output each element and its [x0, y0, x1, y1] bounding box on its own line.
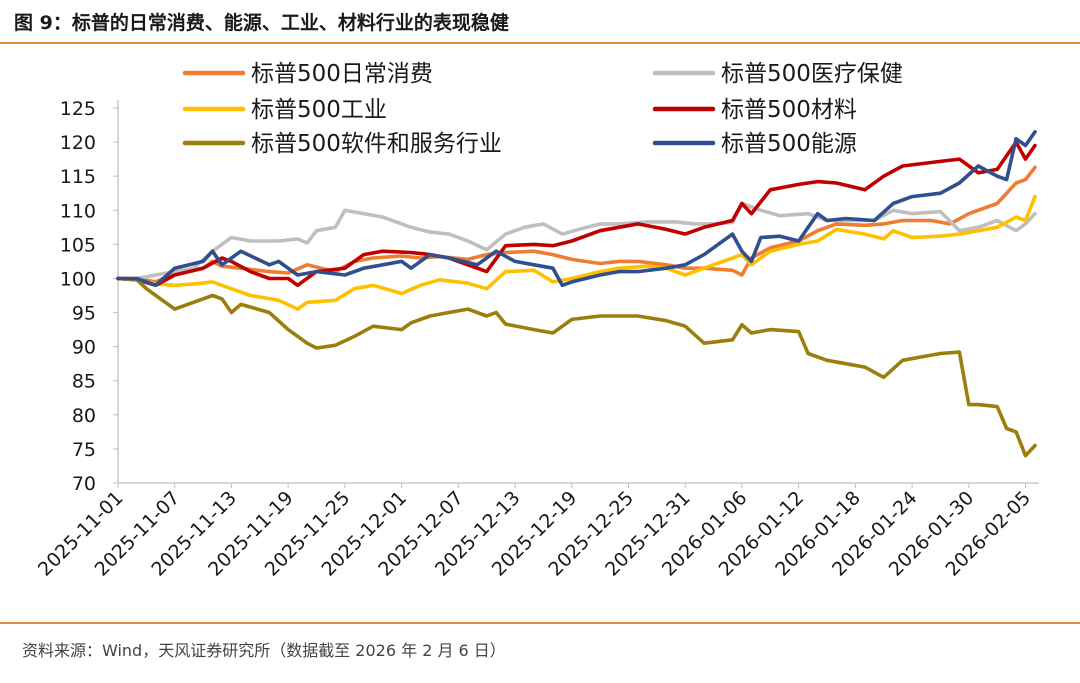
y-tick-label: 105: [60, 234, 96, 256]
y-tick-label: 125: [60, 98, 96, 120]
series-line: [116, 194, 1037, 311]
legend-label: 标普500软件和服务行业: [251, 131, 502, 157]
legend-label: 标普500日常消费: [251, 61, 433, 87]
series-line: [116, 130, 1037, 288]
y-tick-label: 75: [72, 439, 96, 461]
footer-divider: [0, 622, 1080, 624]
y-tick-label: 100: [60, 268, 96, 290]
y-tick-label: 85: [72, 371, 96, 393]
y-tick-label: 95: [72, 303, 96, 325]
legend-label: 标普500工业: [251, 97, 387, 123]
series-line: [116, 201, 1037, 281]
y-tick-label: 80: [72, 405, 96, 427]
legend-label: 标普500能源: [721, 131, 857, 157]
series-line: [116, 165, 1037, 284]
series-line: [116, 140, 1037, 288]
y-axis: 70 75 80 85 90 95 100 105 110 115 120 125: [60, 98, 119, 495]
y-tick-label: 115: [60, 166, 96, 188]
y-tick-label: 110: [60, 200, 96, 222]
series-layer: [116, 130, 1037, 458]
series-line: [116, 276, 1037, 458]
legend-label: 标普500材料: [721, 97, 857, 123]
title-divider: [0, 42, 1080, 44]
source-note: 资料来源：Wind，天风证券研究所（数据截至 2026 年 2 月 6 日）: [22, 641, 506, 660]
y-tick-label: 70: [72, 473, 96, 495]
y-tick-label: 90: [72, 337, 96, 359]
figure-title: 图 9：标普的日常消费、能源、工业、材料行业的表现稳健: [14, 12, 509, 34]
x-axis: 2025-11-012025-11-072025-11-132025-11-19…: [34, 482, 1039, 581]
legend-label: 标普500医疗保健: [721, 61, 903, 87]
y-tick-label: 120: [60, 132, 96, 154]
